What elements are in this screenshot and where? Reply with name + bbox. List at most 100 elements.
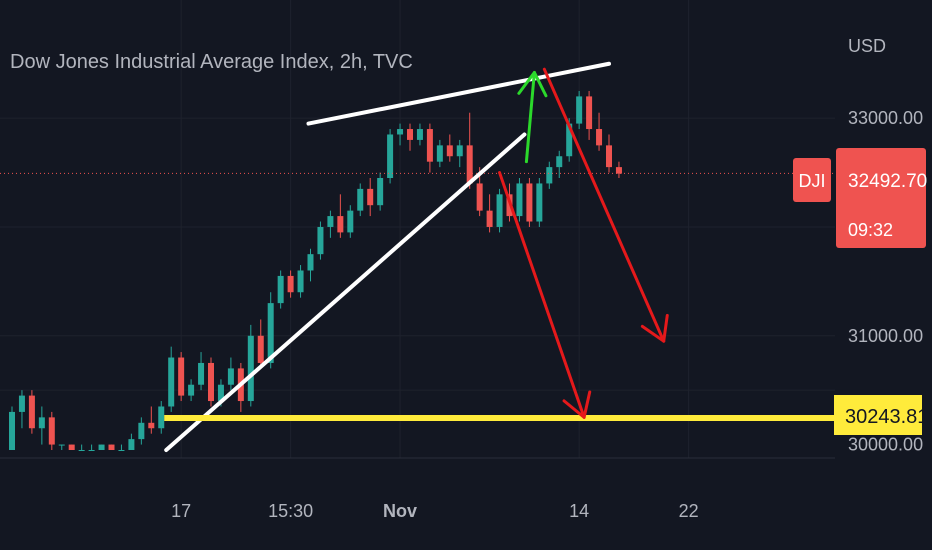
price-tick-label: 30000.00 [848, 435, 923, 455]
candle [596, 112, 603, 151]
candle-body [546, 167, 553, 184]
candle [426, 123, 433, 173]
price-tick-label: 31000.00 [848, 326, 923, 346]
candlestick-series[interactable] [9, 90, 622, 451]
arrow [542, 67, 669, 343]
support-price-badge [834, 395, 922, 435]
candle-body [257, 335, 264, 363]
candle-body [88, 450, 95, 451]
candle [148, 406, 155, 434]
candle-body [188, 384, 195, 396]
candle [436, 139, 443, 168]
candle [28, 390, 35, 434]
price-tick-label: 33000.00 [848, 108, 923, 128]
candle-body [58, 444, 65, 446]
candle-body [198, 362, 205, 385]
candle-body [456, 145, 463, 157]
candle-body [227, 368, 234, 385]
candle [615, 161, 622, 178]
candle-body [416, 129, 423, 140]
candle [496, 188, 503, 233]
candle-body [357, 188, 364, 211]
symbol-label: DJI [799, 171, 826, 191]
candle [556, 150, 563, 178]
candle-body [68, 444, 75, 450]
countdown-label: 09:32 [848, 220, 893, 240]
arrow-shaft [542, 67, 666, 343]
candle [208, 357, 214, 407]
candle-body [48, 417, 55, 445]
candle [546, 161, 553, 189]
arrow-shaft [498, 171, 586, 419]
trendline [164, 132, 527, 452]
candle [9, 406, 15, 450]
candle [456, 139, 463, 168]
candle [158, 401, 165, 434]
candle-body [158, 406, 165, 429]
time-tick-label: Nov [383, 501, 417, 521]
candle [367, 178, 374, 217]
candle-body [108, 444, 115, 450]
arrow-shaft [524, 70, 536, 164]
candle [247, 324, 254, 407]
candle-body [267, 303, 274, 363]
candle-body [387, 134, 394, 178]
candle [38, 406, 45, 445]
candle [347, 205, 354, 238]
price-axis[interactable]: USD 33000.00 31000.00 30000.00 [848, 36, 923, 455]
candle-body [466, 145, 473, 184]
candle [536, 178, 543, 227]
arrow-head [640, 313, 669, 343]
candle [576, 90, 583, 130]
candle [198, 352, 205, 391]
time-axis[interactable]: 17 15:30 Nov 14 22 [171, 501, 698, 521]
candle [416, 123, 423, 146]
candle [337, 194, 344, 238]
candle [118, 444, 125, 451]
candle-body [28, 395, 35, 429]
candle-body [128, 439, 135, 450]
candle-body [317, 226, 324, 255]
candle [18, 390, 25, 429]
candle-body [536, 183, 543, 222]
candle [277, 270, 284, 309]
candle-body [38, 417, 45, 429]
candle-body [426, 129, 433, 162]
support-level-badge: 30243.81 [834, 395, 928, 435]
candle [387, 129, 394, 184]
candle-body [327, 216, 334, 227]
arrow [517, 70, 548, 164]
current-price-badge: DJI 32492.70 09:32 [793, 148, 927, 248]
time-tick-label: 15:30 [268, 501, 313, 521]
candle [297, 265, 304, 298]
candle [327, 210, 334, 238]
candle [68, 444, 75, 450]
currency-label: USD [848, 36, 886, 56]
candle-body [367, 188, 374, 206]
candle-body [586, 96, 593, 130]
candle [128, 433, 135, 450]
candle-body [277, 275, 284, 304]
candle-body [307, 254, 314, 271]
candle-body [407, 129, 413, 140]
candle-body [297, 270, 304, 293]
candle-body [78, 450, 85, 451]
candle-body [208, 362, 214, 402]
candle-body [168, 357, 175, 407]
price-badge [836, 148, 926, 248]
candle [287, 270, 294, 298]
arrow [498, 171, 592, 419]
candle [357, 183, 364, 217]
candle-body [496, 194, 503, 227]
current-price-label: 32492.70 [848, 171, 927, 192]
drawing-annotations[interactable] [0, 61, 835, 452]
support-price-label: 30243.81 [845, 406, 928, 428]
candle-body [486, 210, 493, 227]
candle [188, 379, 195, 402]
symbol-badge [793, 158, 831, 202]
candle [526, 178, 533, 227]
candle-body [178, 357, 185, 396]
candle-body [436, 145, 443, 162]
